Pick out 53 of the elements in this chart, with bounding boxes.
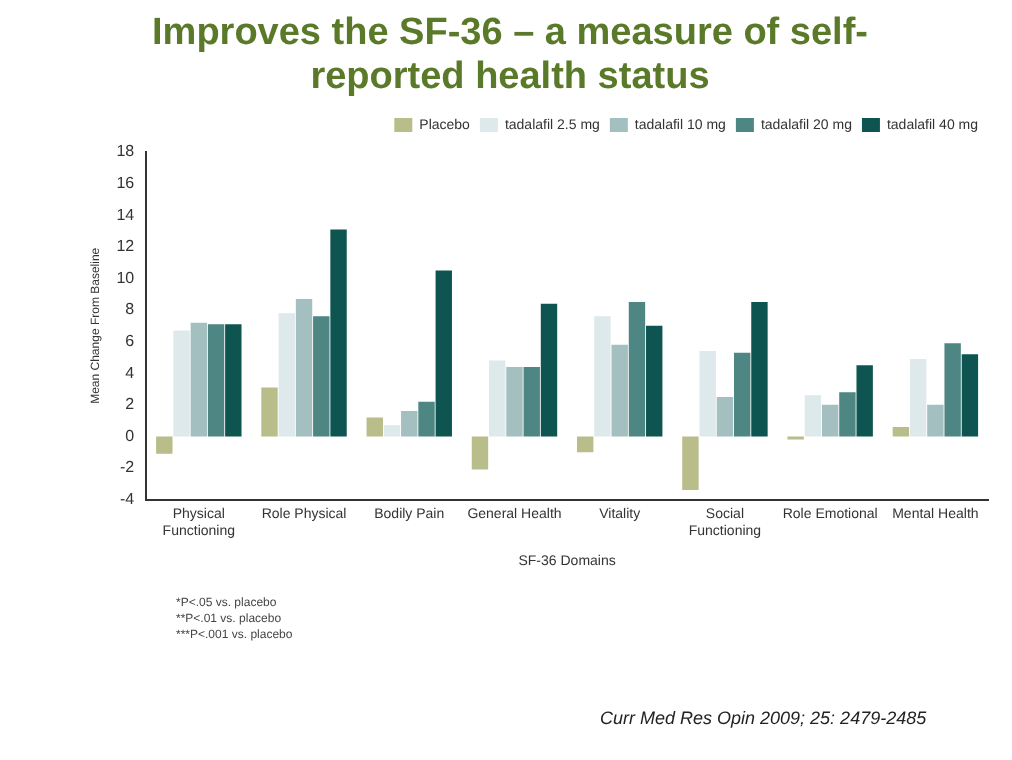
bar — [471, 436, 489, 470]
bar — [156, 436, 173, 454]
bar — [892, 426, 910, 437]
bar — [383, 425, 401, 437]
bar — [734, 352, 751, 437]
y-tick-label: -4 — [119, 490, 136, 509]
bar — [540, 303, 558, 437]
bar — [278, 313, 295, 437]
bar — [927, 404, 944, 437]
bar — [682, 436, 699, 491]
bar — [506, 366, 523, 437]
bar — [611, 344, 628, 437]
y-tick-label: 14 — [116, 205, 136, 224]
bar — [401, 411, 418, 437]
y-tick-label: 18 — [116, 142, 136, 161]
bar — [856, 365, 873, 437]
y-tick-label: 16 — [116, 174, 136, 193]
bar — [594, 316, 611, 437]
chart-title: Improves the SF-36 – a measure of self-reported health status — [150, 12, 870, 100]
y-tick-label: 0 — [125, 426, 136, 445]
bar — [207, 324, 225, 437]
bar — [804, 395, 822, 437]
text: Curr Med Res Opin 2009; 25: 2479-2485 — [600, 708, 927, 728]
y-tick-label: 8 — [125, 300, 136, 319]
y-tick-label: 12 — [116, 237, 136, 256]
bar — [944, 343, 961, 437]
y-tick-label: 2 — [125, 395, 136, 414]
bar — [190, 322, 208, 437]
bar — [330, 229, 347, 437]
bar — [261, 387, 278, 437]
bar — [628, 302, 646, 437]
bar — [523, 366, 540, 437]
y-tick-label: -2 — [119, 458, 136, 477]
bar — [821, 404, 839, 437]
bar — [716, 396, 734, 437]
y-tick-label: 10 — [116, 268, 136, 287]
y-tick-label: 6 — [125, 332, 136, 351]
bar — [435, 270, 452, 437]
bar — [577, 436, 594, 453]
bar — [225, 324, 242, 437]
bar — [173, 330, 190, 437]
bar — [366, 417, 383, 437]
bar — [646, 325, 663, 437]
bar — [418, 401, 435, 437]
y-tick-label: 4 — [125, 363, 136, 382]
bar — [909, 358, 927, 437]
bar — [313, 316, 330, 437]
bar — [961, 354, 979, 437]
bar — [699, 351, 716, 437]
bar — [295, 298, 313, 437]
bar — [839, 392, 856, 437]
bar — [489, 360, 506, 437]
bar — [751, 302, 768, 437]
